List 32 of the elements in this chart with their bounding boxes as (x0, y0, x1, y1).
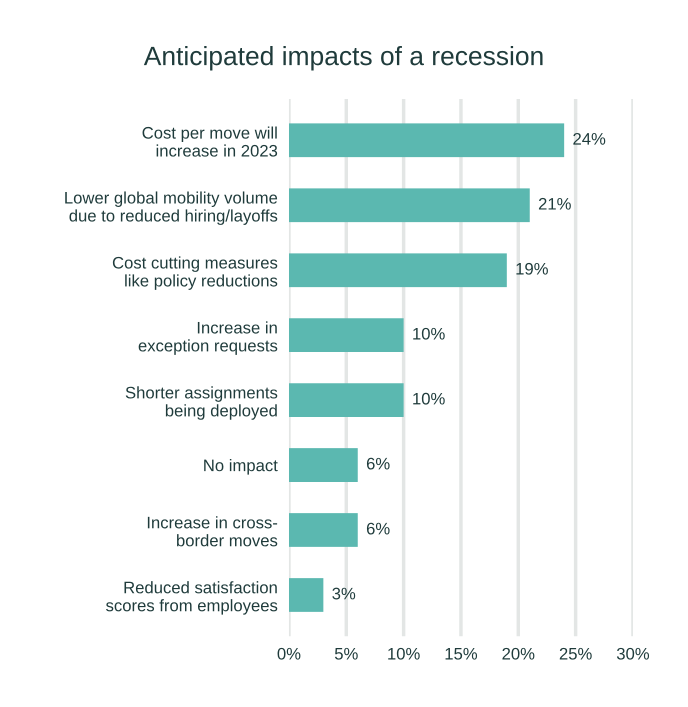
bar (288, 188, 530, 222)
y-tick-label: Cost cutting measures like policy reductions (112, 256, 278, 290)
x-tick-label: 25% (560, 648, 592, 660)
x-tick-label: 15% (446, 648, 478, 660)
data-label: 10% (413, 328, 445, 340)
x-tick-label: 20% (502, 648, 534, 660)
bar (288, 383, 404, 418)
chart-title: Anticipated impacts of a recession (144, 46, 543, 71)
y-tick-label: Increase in exception requests (138, 321, 278, 355)
bar (288, 123, 564, 158)
data-label: 3% (332, 588, 356, 600)
x-tick-label: 30% (616, 648, 650, 660)
data-label: 6% (366, 522, 390, 535)
x-tick-label: 10% (388, 648, 420, 660)
data-label: 6% (366, 458, 390, 470)
y-tick-label: Reduced satisfaction scores from employees (106, 581, 278, 615)
y-tick-label: Shorter assignments being deployed (126, 386, 278, 420)
data-label: 24% (573, 132, 606, 145)
bar (288, 513, 358, 547)
data-label: 21% (538, 198, 571, 210)
data-label: 10% (413, 392, 445, 405)
bar (288, 578, 324, 612)
y-tick-label: Increase in cross- border moves (148, 516, 278, 546)
y-tick-label: Cost per move will increase in 2023 (142, 126, 278, 157)
x-tick-label: 0% (278, 648, 300, 660)
y-tick-label: Lower global mobility volume due to reduced hiring/layoffs (65, 191, 278, 225)
bar (288, 253, 507, 288)
x-tick-label: 5% (334, 648, 358, 660)
bar (288, 448, 358, 482)
data-label: 19% (516, 262, 548, 275)
y-tick-label: No impact (204, 459, 278, 475)
bar (288, 318, 404, 352)
